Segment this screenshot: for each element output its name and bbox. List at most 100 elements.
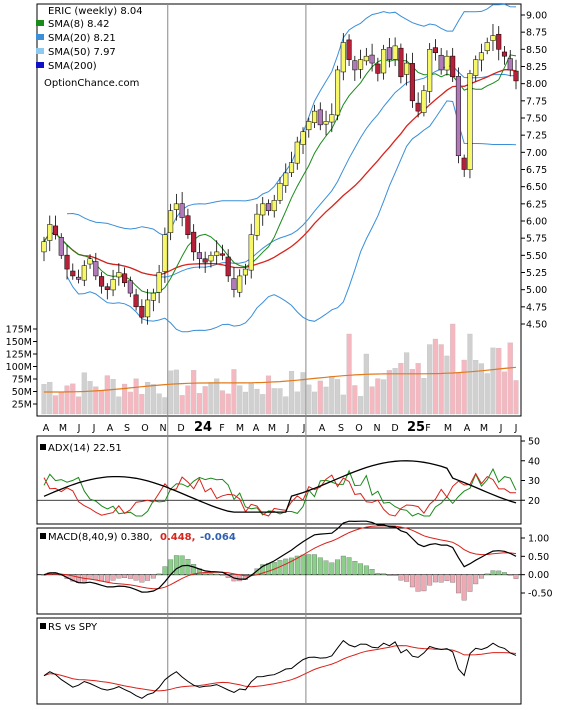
macd-histogram-bar — [502, 572, 507, 575]
volume-bar — [484, 373, 490, 415]
macd-histogram-bar — [323, 560, 329, 575]
x-tick-label: D — [391, 423, 398, 434]
candle-body — [455, 76, 461, 157]
candle-body — [427, 49, 433, 92]
macd-histogram-bar — [490, 570, 496, 575]
volume-tick-label: 25M — [12, 400, 32, 411]
volume-bar — [116, 396, 122, 415]
macd-histogram-bar — [398, 574, 404, 581]
macd-histogram-bar — [99, 574, 105, 582]
macd-histogram-bar — [455, 574, 461, 594]
volume-bar — [496, 347, 502, 415]
x-tick-label: J — [286, 423, 290, 434]
candle-body — [507, 58, 513, 71]
volume-bar — [277, 388, 283, 415]
watermark: OptionChance.com — [44, 78, 139, 89]
volume-bar — [231, 369, 237, 415]
candle-body — [202, 258, 208, 263]
volume-average-line — [44, 366, 517, 393]
price-tick-label: 8.25 — [526, 62, 547, 73]
price-tick-label: 9.00 — [526, 11, 547, 22]
legend-sma8: SMA(8) 8.42 — [48, 19, 109, 30]
macd-histogram-bar — [133, 574, 139, 581]
x-tick-label: N — [373, 423, 380, 434]
macd-histogram-bar — [507, 574, 513, 576]
candle-body — [168, 210, 174, 233]
macd-histogram-bar — [352, 561, 358, 575]
candle-body — [478, 52, 485, 61]
macd-histogram-bar — [306, 554, 312, 575]
candle-body — [461, 157, 467, 170]
candle-body — [196, 252, 202, 260]
macd-histogram-bar — [145, 574, 151, 581]
candle-body — [116, 272, 122, 278]
candle-body — [179, 203, 185, 218]
macd-tick-label: 1.00 — [528, 534, 549, 545]
rs-label: RS vs SPY — [48, 622, 98, 633]
price-tick-label: 6.25 — [526, 199, 547, 210]
volume-bar — [346, 333, 352, 415]
macd-histogram-bar — [173, 555, 179, 575]
x-tick-label: M — [444, 423, 452, 434]
macd-histogram-bar — [329, 562, 335, 575]
x-tick-label: F — [219, 423, 224, 434]
macd-histogram-bar — [116, 574, 122, 579]
macd-histogram-bar — [312, 554, 317, 575]
price-tick-label: 4.75 — [526, 302, 547, 313]
volume-bar — [409, 369, 415, 415]
volume-bar — [507, 342, 513, 415]
adx-tick-label: 20 — [528, 496, 540, 507]
volume-bar — [81, 372, 87, 415]
price-tick-label: 8.50 — [526, 45, 547, 56]
rs-average-line — [43, 645, 517, 692]
macd-histogram-bar — [375, 573, 381, 575]
volume-bar — [127, 391, 133, 415]
macd-histogram-bar — [289, 557, 294, 575]
volume-bar — [421, 378, 427, 415]
candle-body — [335, 69, 341, 116]
candle-body — [369, 54, 375, 64]
candle-body — [248, 234, 254, 271]
candle-body — [306, 121, 312, 131]
macd-histogram-bar — [150, 574, 156, 579]
volume-bar — [173, 369, 179, 415]
candle-body — [231, 278, 237, 290]
volume-bar — [369, 386, 375, 415]
price-tick-label: 5.25 — [526, 268, 547, 279]
candle-body — [375, 63, 381, 74]
candle-body — [214, 251, 220, 256]
volume-bar — [237, 385, 243, 415]
candle-body — [329, 114, 335, 123]
price-tick-label: 5.75 — [526, 234, 547, 245]
x-tick-label: A — [43, 423, 50, 434]
candle-body — [386, 47, 392, 60]
volume-bar — [352, 385, 358, 415]
x-tick-label: M — [480, 423, 488, 434]
price-tick-label: 7.00 — [526, 148, 547, 159]
volume-bar — [52, 395, 59, 415]
volume-bar — [168, 370, 174, 415]
macd-histogram-bar — [358, 563, 364, 575]
volume-bar — [300, 372, 306, 415]
volume-bar — [104, 375, 110, 415]
candle-body — [139, 306, 145, 318]
candle-body — [283, 172, 289, 186]
macd-histogram-bar — [110, 574, 116, 581]
adx-plus-di-line — [43, 467, 517, 517]
rs-panel-frame — [36, 617, 522, 705]
volume-bar — [214, 378, 220, 415]
candle-body — [93, 261, 99, 277]
legend-sma20-swatch — [36, 34, 44, 40]
volume-bar — [311, 391, 318, 415]
candle-body — [513, 70, 519, 82]
candle-body — [432, 47, 438, 54]
macd-histogram-bar — [202, 571, 208, 575]
candle-body — [352, 60, 358, 71]
volume-bar — [93, 386, 99, 415]
candle-body — [444, 55, 450, 71]
adx-tick-label: 50 — [528, 437, 540, 448]
macd-histogram-bar — [479, 574, 484, 579]
legend-sma50-swatch — [36, 48, 44, 54]
price-tick-label: 6.75 — [526, 165, 547, 176]
price-tick-label: 7.25 — [526, 131, 547, 142]
